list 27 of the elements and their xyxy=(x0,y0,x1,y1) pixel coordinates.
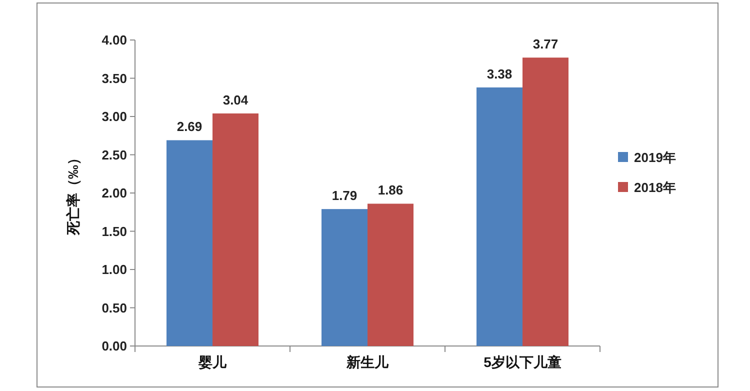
y-tick-label: 0.00 xyxy=(102,338,127,354)
bar xyxy=(166,140,212,346)
data-label: 3.38 xyxy=(486,66,512,82)
y-tick-label: 3.50 xyxy=(102,70,127,86)
legend-label: 2018年 xyxy=(634,180,676,195)
bar xyxy=(476,87,522,346)
data-label: 1.79 xyxy=(332,188,358,204)
bar xyxy=(322,209,368,346)
bar xyxy=(212,113,258,346)
data-label: 3.04 xyxy=(222,92,249,108)
x-tick-label: 新生儿 xyxy=(346,354,390,370)
y-tick-label: 0.50 xyxy=(102,300,127,316)
x-tick-label: 婴儿 xyxy=(198,354,228,370)
y-tick-label: 2.00 xyxy=(102,186,127,200)
y-axis-title: 死亡率（‰） xyxy=(65,151,81,236)
y-tick-label: 4.00 xyxy=(102,32,127,48)
data-label: 1.86 xyxy=(378,182,404,198)
data-label: 2.69 xyxy=(176,119,202,134)
data-label: 3.77 xyxy=(532,36,558,52)
bar xyxy=(522,58,568,346)
x-tick-label: 5岁以下儿童 xyxy=(484,354,562,370)
bar xyxy=(368,204,414,346)
y-tick-label: 1.00 xyxy=(102,262,127,277)
y-tick-label: 1.50 xyxy=(102,224,127,239)
y-tick-label: 2.50 xyxy=(102,147,127,162)
y-tick-label: 3.00 xyxy=(102,109,127,124)
legend-label: 2019年 xyxy=(634,150,676,165)
